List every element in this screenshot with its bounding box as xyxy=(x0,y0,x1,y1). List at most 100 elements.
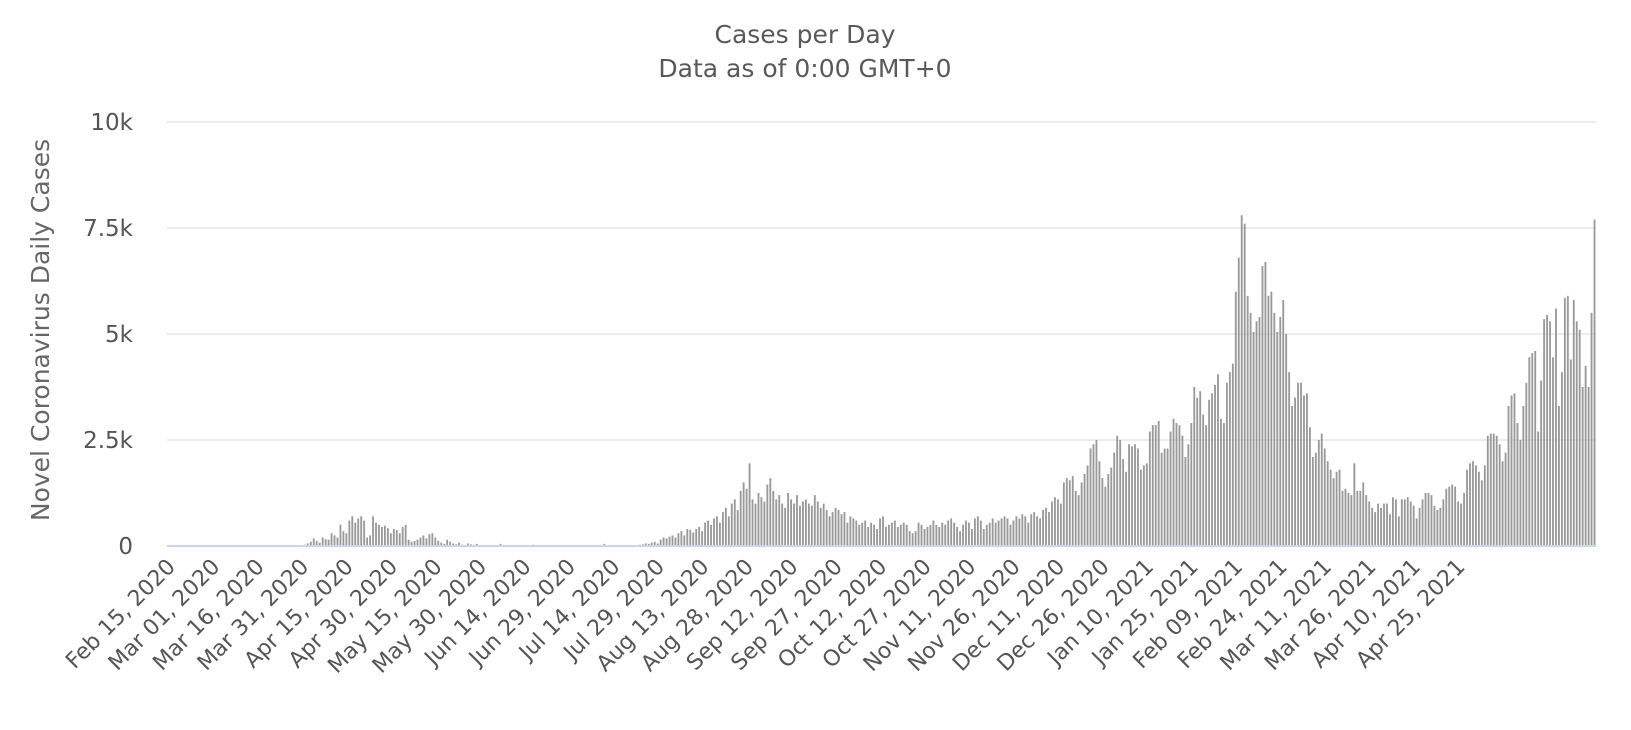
bar[interactable] xyxy=(1068,480,1071,546)
bar[interactable] xyxy=(1154,425,1157,546)
bar[interactable] xyxy=(1000,518,1003,546)
bar[interactable] xyxy=(671,535,674,546)
bar[interactable] xyxy=(923,529,926,546)
bar[interactable] xyxy=(965,520,967,546)
bar[interactable] xyxy=(1442,499,1445,546)
bar[interactable] xyxy=(1273,312,1276,546)
bar[interactable] xyxy=(1569,359,1572,546)
bar[interactable] xyxy=(467,543,469,546)
bar[interactable] xyxy=(1131,446,1133,546)
bar[interactable] xyxy=(837,509,840,546)
bar[interactable] xyxy=(950,518,953,546)
bar[interactable] xyxy=(1071,476,1074,546)
bar[interactable] xyxy=(1469,463,1471,546)
bar[interactable] xyxy=(1475,465,1477,546)
bar[interactable] xyxy=(704,522,707,546)
bar[interactable] xyxy=(389,533,392,546)
bar[interactable] xyxy=(1030,514,1033,546)
bar[interactable] xyxy=(1113,452,1116,546)
bar[interactable] xyxy=(870,522,873,546)
bar[interactable] xyxy=(1024,516,1027,546)
bar[interactable] xyxy=(1341,490,1344,546)
bar[interactable] xyxy=(1261,266,1264,546)
bar[interactable] xyxy=(772,490,775,546)
bar[interactable] xyxy=(1015,516,1018,546)
bar[interactable] xyxy=(318,542,321,546)
bar[interactable] xyxy=(819,507,822,546)
bar[interactable] xyxy=(668,536,671,546)
bar[interactable] xyxy=(1320,433,1323,546)
bar[interactable] xyxy=(917,522,920,546)
bar[interactable] xyxy=(354,522,357,546)
bar[interactable] xyxy=(351,516,354,546)
bar[interactable] xyxy=(885,526,887,546)
bar[interactable] xyxy=(926,526,929,546)
bar[interactable] xyxy=(428,534,431,546)
bar[interactable] xyxy=(1507,406,1510,546)
bar[interactable] xyxy=(775,499,778,546)
bar[interactable] xyxy=(1193,387,1196,546)
bar[interactable] xyxy=(1214,384,1216,546)
bar[interactable] xyxy=(689,529,692,546)
bar[interactable] xyxy=(1288,372,1291,546)
bar[interactable] xyxy=(825,509,828,546)
bar[interactable] xyxy=(920,524,923,546)
bar[interactable] xyxy=(991,518,994,546)
bar[interactable] xyxy=(1460,503,1463,546)
bar[interactable] xyxy=(1157,420,1160,546)
bar[interactable] xyxy=(315,540,318,546)
bar[interactable] xyxy=(736,509,739,546)
bar[interactable] xyxy=(1042,509,1044,546)
bar[interactable] xyxy=(381,526,383,546)
bar[interactable] xyxy=(659,539,662,546)
bar[interactable] xyxy=(727,516,730,546)
bar[interactable] xyxy=(716,516,718,546)
bar[interactable] xyxy=(810,505,813,546)
bar[interactable] xyxy=(1175,423,1178,546)
bar[interactable] xyxy=(905,524,908,546)
bar[interactable] xyxy=(431,533,434,546)
bar[interactable] xyxy=(1504,452,1507,546)
bar[interactable] xyxy=(1104,486,1107,546)
bar[interactable] xyxy=(1383,503,1385,546)
bar[interactable] xyxy=(422,535,425,546)
bar[interactable] xyxy=(1445,488,1448,546)
bar[interactable] xyxy=(1463,493,1465,546)
bar[interactable] xyxy=(1039,518,1042,546)
bar[interactable] xyxy=(1311,456,1314,546)
bar[interactable] xyxy=(914,531,917,546)
bar[interactable] xyxy=(1371,507,1374,546)
bar[interactable] xyxy=(787,493,790,546)
bar[interactable] xyxy=(449,541,452,546)
bar[interactable] xyxy=(383,525,386,546)
bar[interactable] xyxy=(932,520,935,546)
bar[interactable] xyxy=(843,512,846,546)
bar[interactable] xyxy=(1282,300,1285,546)
bar[interactable] xyxy=(1543,319,1546,546)
bar[interactable] xyxy=(802,501,804,546)
bar[interactable] xyxy=(793,503,795,546)
bar[interactable] xyxy=(1555,308,1557,546)
bar[interactable] xyxy=(1394,499,1397,546)
bar[interactable] xyxy=(1581,387,1584,546)
bar[interactable] xyxy=(443,543,446,546)
bar[interactable] xyxy=(1264,261,1267,546)
bar[interactable] xyxy=(452,543,455,546)
bar[interactable] xyxy=(1492,433,1495,546)
bar[interactable] xyxy=(713,518,715,546)
bar[interactable] xyxy=(840,514,843,546)
bar[interactable] xyxy=(650,542,653,546)
bar[interactable] xyxy=(1424,493,1427,546)
bar[interactable] xyxy=(1059,503,1062,546)
bar[interactable] xyxy=(1436,509,1439,546)
bar[interactable] xyxy=(962,524,964,546)
bar[interactable] xyxy=(784,507,787,546)
bar[interactable] xyxy=(760,497,763,546)
bar[interactable] xyxy=(1528,357,1531,546)
bar[interactable] xyxy=(861,522,864,546)
bar[interactable] xyxy=(935,524,938,546)
bar[interactable] xyxy=(1350,495,1353,546)
bar[interactable] xyxy=(306,543,309,546)
bar[interactable] xyxy=(1062,482,1065,546)
bar[interactable] xyxy=(807,503,810,546)
